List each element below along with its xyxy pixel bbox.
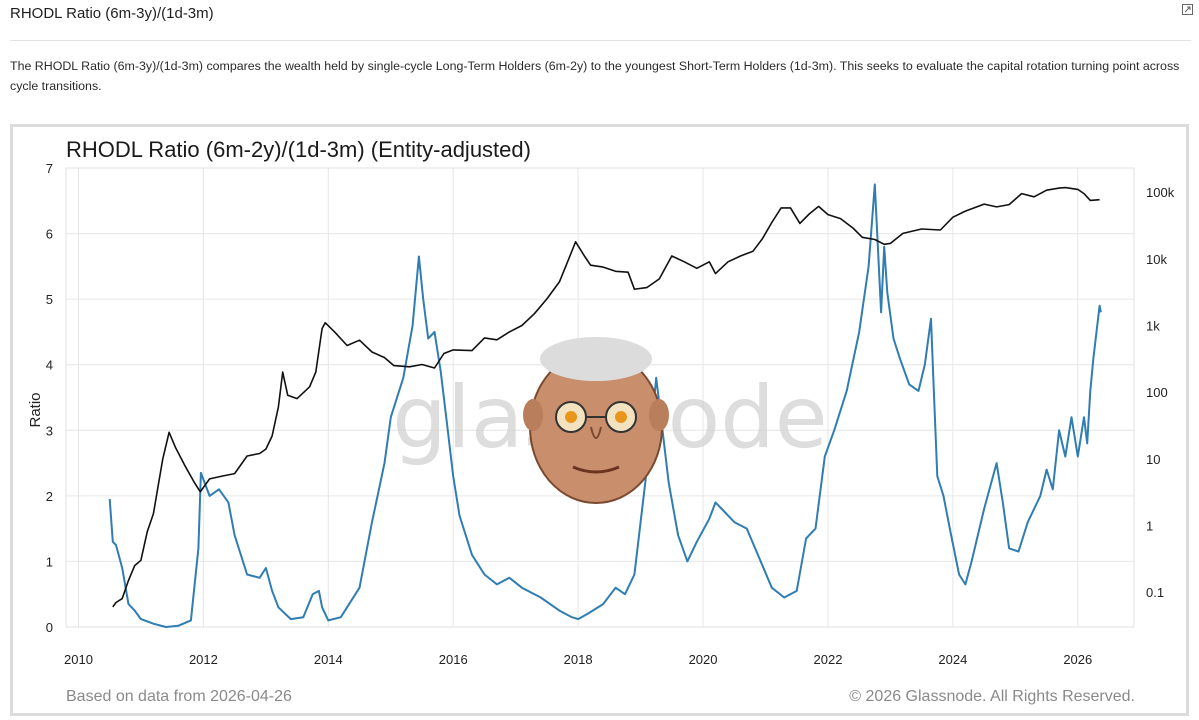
- footer-copyright: © 2026 Glassnode. All Rights Reserved.: [849, 688, 1135, 705]
- footer-data-date: Based on data from 2026-04-26: [66, 688, 292, 705]
- x-tick-label: 2018: [564, 652, 593, 667]
- chart-title: RHODL Ratio (6m-2y)/(1d-3m) (Entity-adju…: [66, 137, 531, 162]
- plot-border: [65, 167, 1135, 628]
- y-tick-label: 1: [46, 554, 53, 569]
- cartoon-face-illustration: [523, 337, 669, 504]
- y2-tick-label: 1: [1146, 518, 1153, 533]
- y2-tick-label: 1k: [1146, 318, 1160, 333]
- y-tick-label: 4: [46, 358, 53, 373]
- x-tick-label: 2022: [814, 652, 843, 667]
- x-tick-label: 2024: [938, 652, 967, 667]
- y-tick-label: 7: [46, 161, 53, 176]
- y-tick-label: 2: [46, 489, 53, 504]
- y-axis-label: Ratio: [27, 392, 44, 427]
- y2-tick-label: 0.1: [1146, 585, 1164, 600]
- y-tick-label: 5: [46, 292, 53, 307]
- y2-tick-label: 100k: [1146, 185, 1175, 200]
- chart-description: The RHODL Ratio (6m-3y)/(1d-3m) compares…: [10, 59, 1180, 93]
- expand-icon[interactable]: [1181, 3, 1193, 15]
- page-title: RHODL Ratio (6m-3y)/(1d-3m): [10, 5, 214, 22]
- chart-frame: RHODL Ratio (6m-2y)/(1d-3m) (Entity-adju…: [10, 124, 1189, 716]
- rhodl-chart: RHODL Ratio (6m-2y)/(1d-3m) (Entity-adju…: [27, 137, 1175, 705]
- x-tick-label: 2026: [1063, 652, 1092, 667]
- x-tick-label: 2014: [314, 652, 343, 667]
- x-tick-label: 2012: [189, 652, 218, 667]
- y2-tick-label: 100: [1146, 385, 1168, 400]
- y-tick-label: 0: [46, 620, 53, 635]
- x-tick-label: 2016: [439, 652, 468, 667]
- y2-tick-label: 10k: [1146, 252, 1167, 267]
- title-divider: [10, 40, 1191, 41]
- price-line: [112, 186, 1100, 608]
- y2-tick-label: 10: [1146, 452, 1160, 467]
- y-tick-label: 6: [46, 227, 53, 242]
- x-tick-label: 2010: [64, 652, 93, 667]
- x-tick-label: 2020: [689, 652, 718, 667]
- y-tick-label: 3: [46, 423, 53, 438]
